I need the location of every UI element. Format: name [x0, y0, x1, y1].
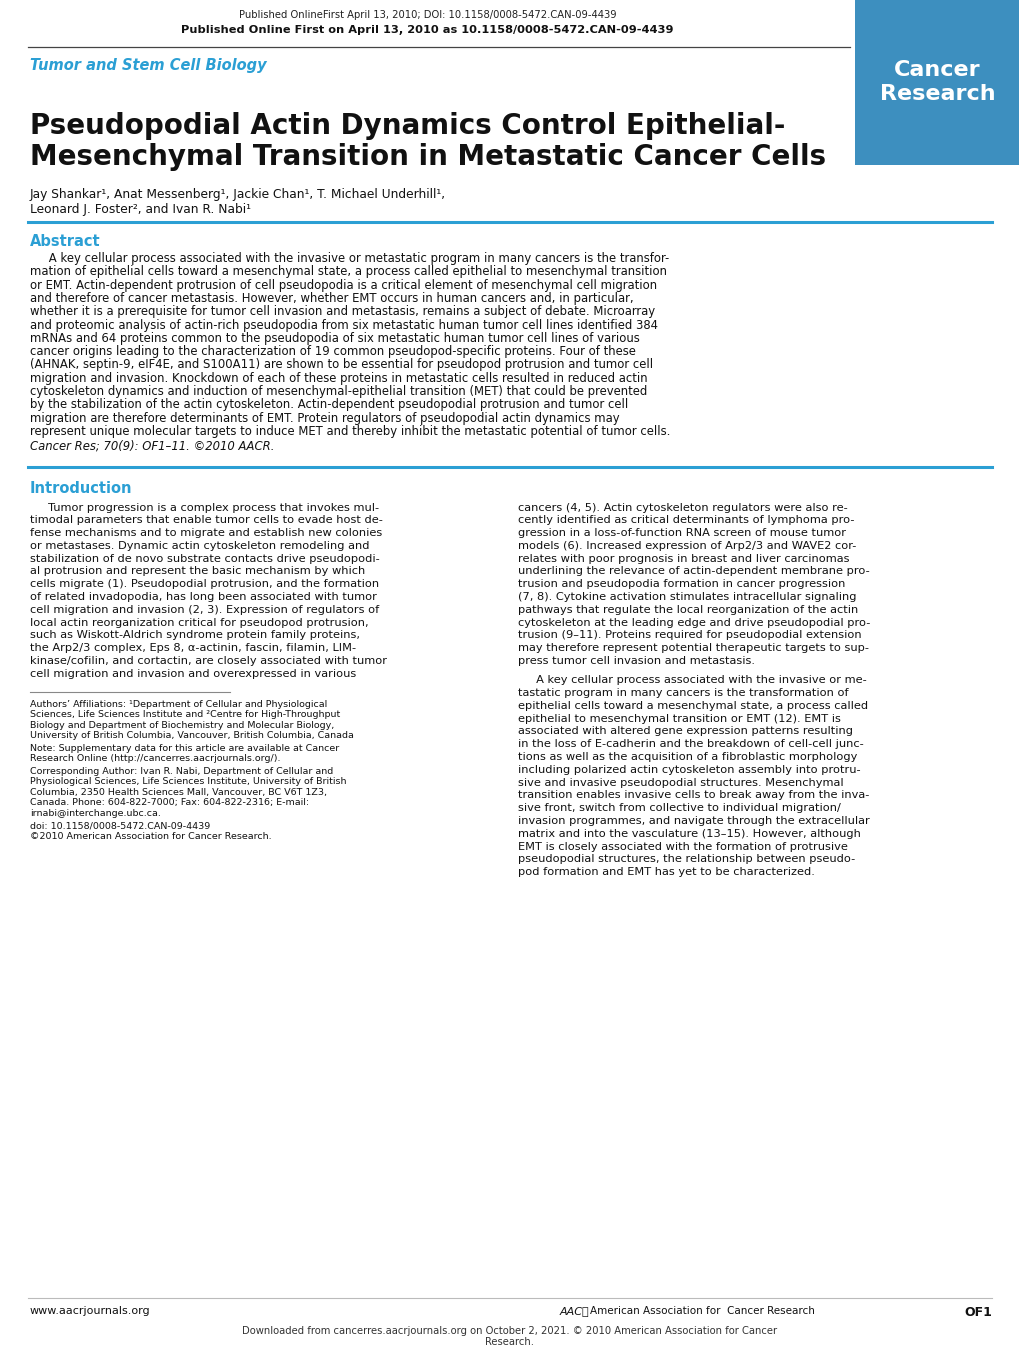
Text: of related invadopodia, has long been associated with tumor: of related invadopodia, has long been as… [30, 592, 376, 603]
Text: transition enables invasive cells to break away from the inva-: transition enables invasive cells to bre… [518, 791, 868, 800]
Text: gression in a loss-of-function RNA screen of mouse tumor: gression in a loss-of-function RNA scree… [518, 528, 845, 538]
Text: Authors’ Affiliations: ¹Department of Cellular and Physiological: Authors’ Affiliations: ¹Department of Ce… [30, 700, 327, 708]
Text: Pseudopodial Actin Dynamics Control Epithelial-: Pseudopodial Actin Dynamics Control Epit… [30, 112, 785, 139]
Text: Cancer Res; 70(9): OF1–11. ©2010 AACR.: Cancer Res; 70(9): OF1–11. ©2010 AACR. [30, 439, 274, 452]
Text: cancers (4, 5). Actin cytoskeleton regulators were also re-: cancers (4, 5). Actin cytoskeleton regul… [518, 502, 847, 513]
Text: Columbia, 2350 Health Sciences Mall, Vancouver, BC V6T 1Z3,: Columbia, 2350 Health Sciences Mall, Van… [30, 788, 327, 796]
Text: Downloaded from cancerres.aacrjournals.org on October 2, 2021. © 2010 American A: Downloaded from cancerres.aacrjournals.o… [243, 1326, 776, 1336]
Text: pseudopodial structures, the relationship between pseudo-: pseudopodial structures, the relationshi… [518, 854, 854, 864]
Text: may therefore represent potential therapeutic targets to sup-: may therefore represent potential therap… [518, 643, 868, 653]
Text: Published OnlineFirst April 13, 2010; DOI: 10.1158/0008-5472.CAN-09-4439: Published OnlineFirst April 13, 2010; DO… [238, 9, 615, 20]
Text: local actin reorganization critical for pseudopod protrusion,: local actin reorganization critical for … [30, 617, 368, 628]
Text: or EMT. Actin-dependent protrusion of cell pseudopodia is a critical element of : or EMT. Actin-dependent protrusion of ce… [30, 279, 656, 291]
Text: Sciences, Life Sciences Institute and ²Centre for High-Throughput: Sciences, Life Sciences Institute and ²C… [30, 711, 340, 719]
Text: Research Online (http://cancerres.aacrjournals.org/).: Research Online (http://cancerres.aacrjo… [30, 754, 280, 764]
Text: OF1: OF1 [963, 1307, 991, 1319]
Text: Physiological Sciences, Life Sciences Institute, University of British: Physiological Sciences, Life Sciences In… [30, 777, 346, 787]
Text: Tumor and Stem Cell Biology: Tumor and Stem Cell Biology [30, 58, 266, 73]
Text: tastatic program in many cancers is the transformation of: tastatic program in many cancers is the … [518, 688, 848, 699]
Text: trusion and pseudopodia formation in cancer progression: trusion and pseudopodia formation in can… [518, 580, 845, 589]
Text: Note: Supplementary data for this article are available at Cancer: Note: Supplementary data for this articl… [30, 743, 339, 753]
Text: A key cellular process associated with the invasive or me-: A key cellular process associated with t… [518, 676, 866, 685]
Text: timodal parameters that enable tumor cells to evade host de-: timodal parameters that enable tumor cel… [30, 516, 382, 525]
Text: Leonard J. Foster², and Ivan R. Nabi¹: Leonard J. Foster², and Ivan R. Nabi¹ [30, 203, 251, 217]
Text: (AHNAK, septin-9, eIF4E, and S100A11) are shown to be essential for pseudopod pr: (AHNAK, septin-9, eIF4E, and S100A11) ar… [30, 359, 652, 371]
Text: migration and invasion. Knockdown of each of these proteins in metastatic cells : migration and invasion. Knockdown of eac… [30, 372, 647, 385]
Text: matrix and into the vasculature (13–15). However, although: matrix and into the vasculature (13–15).… [518, 829, 860, 839]
Text: American Association for  Cancer Research: American Association for Cancer Research [589, 1307, 814, 1316]
Text: whether it is a prerequisite for tumor cell invasion and metastasis, remains a s: whether it is a prerequisite for tumor c… [30, 305, 654, 318]
Text: represent unique molecular targets to induce MET and thereby inhibit the metasta: represent unique molecular targets to in… [30, 425, 669, 437]
Text: underlining the relevance of actin-dependent membrane pro-: underlining the relevance of actin-depen… [518, 566, 869, 577]
Text: Tumor progression is a complex process that invokes mul-: Tumor progression is a complex process t… [30, 502, 379, 513]
Text: al protrusion and represent the basic mechanism by which: al protrusion and represent the basic me… [30, 566, 365, 577]
Text: Biology and Department of Biochemistry and Molecular Biology,: Biology and Department of Biochemistry a… [30, 720, 334, 730]
Text: models (6). Increased expression of Arp2/3 and WAVE2 cor-: models (6). Increased expression of Arp2… [518, 540, 856, 551]
Text: cently identified as critical determinants of lymphoma pro-: cently identified as critical determinan… [518, 516, 854, 525]
Text: cells migrate (1). Pseudopodial protrusion, and the formation: cells migrate (1). Pseudopodial protrusi… [30, 580, 379, 589]
Text: pod formation and EMT has yet to be characterized.: pod formation and EMT has yet to be char… [518, 868, 814, 877]
Text: in the loss of E-cadherin and the breakdown of cell-cell junc-: in the loss of E-cadherin and the breakd… [518, 739, 863, 749]
Text: trusion (9–11). Proteins required for pseudopodial extension: trusion (9–11). Proteins required for ps… [518, 631, 861, 640]
Text: mation of epithelial cells toward a mesenchymal state, a process called epitheli: mation of epithelial cells toward a mese… [30, 265, 666, 279]
Text: sive and invasive pseudopodial structures. Mesenchymal: sive and invasive pseudopodial structure… [518, 777, 843, 788]
Text: associated with altered gene expression patterns resulting: associated with altered gene expression … [518, 727, 852, 737]
Text: mRNAs and 64 proteins common to the pseudopodia of six metastatic human tumor ce: mRNAs and 64 proteins common to the pseu… [30, 332, 639, 345]
Text: and proteomic analysis of actin-rich pseudopodia from six metastatic human tumor: and proteomic analysis of actin-rich pse… [30, 318, 657, 332]
Text: Corresponding Author: Ivan R. Nabi, Department of Cellular and: Corresponding Author: Ivan R. Nabi, Depa… [30, 766, 333, 776]
Text: Abstract: Abstract [30, 234, 101, 249]
Text: and therefore of cancer metastasis. However, whether EMT occurs in human cancers: and therefore of cancer metastasis. Howe… [30, 292, 633, 305]
Text: stabilization of de novo substrate contacts drive pseudopodi-: stabilization of de novo substrate conta… [30, 554, 379, 563]
Text: AACⓇ: AACⓇ [559, 1307, 589, 1316]
Text: irnabi@interchange.ubc.ca.: irnabi@interchange.ubc.ca. [30, 808, 161, 818]
Text: epithelial cells toward a mesenchymal state, a process called: epithelial cells toward a mesenchymal st… [518, 701, 867, 711]
Text: tions as well as the acquisition of a fibroblastic morphology: tions as well as the acquisition of a fi… [518, 751, 857, 762]
Text: A key cellular process associated with the invasive or metastatic program in man: A key cellular process associated with t… [30, 252, 668, 265]
Text: www.aacrjournals.org: www.aacrjournals.org [30, 1307, 151, 1316]
Text: cytoskeleton dynamics and induction of mesenchymal-epithelial transition (MET) t: cytoskeleton dynamics and induction of m… [30, 385, 647, 398]
Text: kinase/cofilin, and cortactin, are closely associated with tumor: kinase/cofilin, and cortactin, are close… [30, 657, 386, 666]
Text: cytoskeleton at the leading edge and drive pseudopodial pro-: cytoskeleton at the leading edge and dri… [518, 617, 869, 628]
Text: fense mechanisms and to migrate and establish new colonies: fense mechanisms and to migrate and esta… [30, 528, 382, 538]
Text: press tumor cell invasion and metastasis.: press tumor cell invasion and metastasis… [518, 657, 754, 666]
Text: Introduction: Introduction [30, 481, 132, 496]
Text: Jay Shankar¹, Anat Messenberg¹, Jackie Chan¹, T. Michael Underhill¹,: Jay Shankar¹, Anat Messenberg¹, Jackie C… [30, 188, 445, 200]
Text: relates with poor prognosis in breast and liver carcinomas: relates with poor prognosis in breast an… [518, 554, 849, 563]
Text: ©2010 American Association for Cancer Research.: ©2010 American Association for Cancer Re… [30, 831, 271, 841]
Text: the Arp2/3 complex, Eps 8, α-actinin, fascin, filamin, LIM-: the Arp2/3 complex, Eps 8, α-actinin, fa… [30, 643, 356, 653]
Text: Canada. Phone: 604-822-7000; Fax: 604-822-2316; E-mail:: Canada. Phone: 604-822-7000; Fax: 604-82… [30, 799, 309, 807]
Bar [854, 0, 1019, 165]
Text: cancer origins leading to the characterization of 19 common pseudopod-specific p: cancer origins leading to the characteri… [30, 345, 635, 357]
Text: sive front, switch from collective to individual migration/: sive front, switch from collective to in… [518, 803, 840, 814]
Text: Research.: Research. [485, 1336, 534, 1347]
Text: migration are therefore determinants of EMT. Protein regulators of pseudopodial : migration are therefore determinants of … [30, 412, 619, 425]
Text: Cancer
Research: Cancer Research [878, 61, 995, 104]
Text: EMT is closely associated with the formation of protrusive: EMT is closely associated with the forma… [518, 842, 847, 852]
Text: such as Wiskott-Aldrich syndrome protein family proteins,: such as Wiskott-Aldrich syndrome protein… [30, 631, 360, 640]
Text: or metastases. Dynamic actin cytoskeleton remodeling and: or metastases. Dynamic actin cytoskeleto… [30, 540, 369, 551]
Text: doi: 10.1158/0008-5472.CAN-09-4439: doi: 10.1158/0008-5472.CAN-09-4439 [30, 821, 210, 830]
Text: epithelial to mesenchymal transition or EMT (12). EMT is: epithelial to mesenchymal transition or … [518, 714, 840, 723]
Text: cell migration and invasion and overexpressed in various: cell migration and invasion and overexpr… [30, 669, 356, 678]
Text: invasion programmes, and navigate through the extracellular: invasion programmes, and navigate throug… [518, 816, 869, 826]
Text: University of British Columbia, Vancouver, British Columbia, Canada: University of British Columbia, Vancouve… [30, 731, 354, 741]
Text: including polarized actin cytoskeleton assembly into protru-: including polarized actin cytoskeleton a… [518, 765, 860, 774]
Text: cell migration and invasion (2, 3). Expression of regulators of: cell migration and invasion (2, 3). Expr… [30, 605, 379, 615]
Text: Mesenchymal Transition in Metastatic Cancer Cells: Mesenchymal Transition in Metastatic Can… [30, 144, 825, 171]
Text: Published Online First on April 13, 2010 as 10.1158/0008-5472.CAN-09-4439: Published Online First on April 13, 2010… [181, 24, 674, 35]
Text: pathways that regulate the local reorganization of the actin: pathways that regulate the local reorgan… [518, 605, 857, 615]
Text: by the stabilization of the actin cytoskeleton. Actin-dependent pseudopodial pro: by the stabilization of the actin cytosk… [30, 398, 628, 412]
Text: (7, 8). Cytokine activation stimulates intracellular signaling: (7, 8). Cytokine activation stimulates i… [518, 592, 856, 603]
